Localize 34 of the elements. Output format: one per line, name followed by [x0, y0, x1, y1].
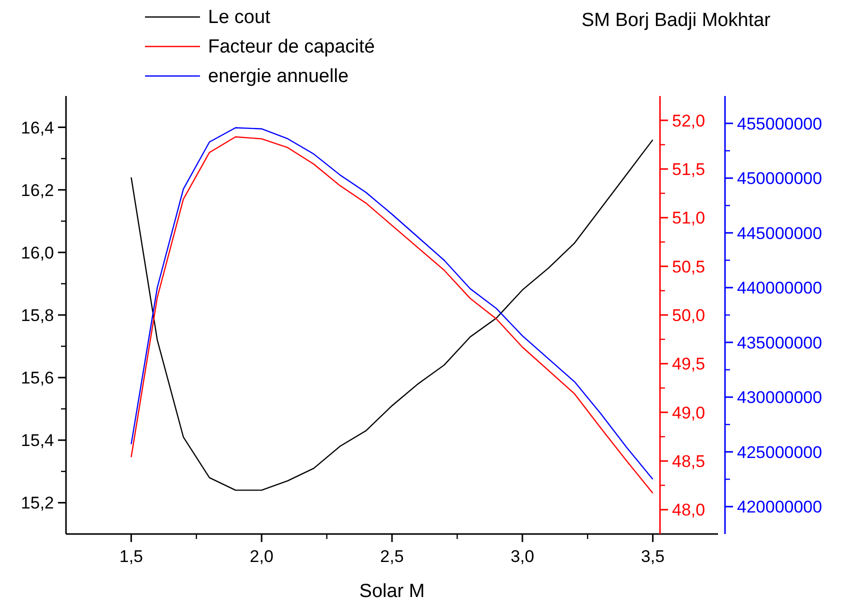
y-tick-label: 16,2 [20, 180, 54, 200]
chart-title: SM Borj Badji Mokhtar [581, 10, 772, 31]
legend-label: energie annuelle [208, 66, 349, 87]
y-tick-label: 15,8 [20, 306, 54, 325]
y-tick-label: 16,4 [20, 118, 54, 138]
y-tick-label: 16,0 [20, 243, 54, 262]
y3-tick-label: 440000000 [737, 278, 822, 298]
x-tick-label: 3,0 [510, 547, 534, 566]
y3-tick-label: 425000000 [737, 442, 822, 462]
y3-tick-label: 435000000 [737, 333, 822, 352]
y2-tick-label: 50,5 [672, 257, 706, 276]
x-tick-label: 2,0 [250, 547, 274, 566]
y3-tick-label: 450000000 [737, 169, 822, 188]
y2-tick-label: 49,0 [672, 403, 706, 422]
y3-tick-label: 420000000 [737, 498, 822, 517]
legend-label: Le cout [208, 7, 272, 28]
y2-tick-label: 48,5 [672, 452, 706, 471]
y2-tick-label: 52,0 [672, 111, 706, 130]
y3-tick-label: 445000000 [737, 224, 822, 243]
x-tick-label: 3,5 [640, 547, 665, 566]
x-tick-label: 1,5 [119, 547, 144, 566]
legend-label: Facteur de capacité [208, 36, 375, 58]
y3-tick-label: 430000000 [737, 388, 822, 408]
y-tick-label: 15,2 [20, 494, 54, 513]
y2-tick-label: 50,0 [672, 306, 706, 325]
y2-tick-label: 48,0 [672, 500, 706, 520]
x-tick-label: 2,5 [380, 547, 404, 566]
y-tick-label: 15,4 [20, 431, 54, 450]
y2-tick-label: 49,5 [672, 354, 706, 374]
y-tick-label: 15,6 [20, 368, 54, 388]
x-axis-title: Solar M [359, 581, 425, 602]
y3-tick-label: 455000000 [737, 114, 822, 134]
y2-tick-label: 51,5 [672, 160, 706, 179]
y2-tick-label: 51,0 [672, 208, 706, 228]
